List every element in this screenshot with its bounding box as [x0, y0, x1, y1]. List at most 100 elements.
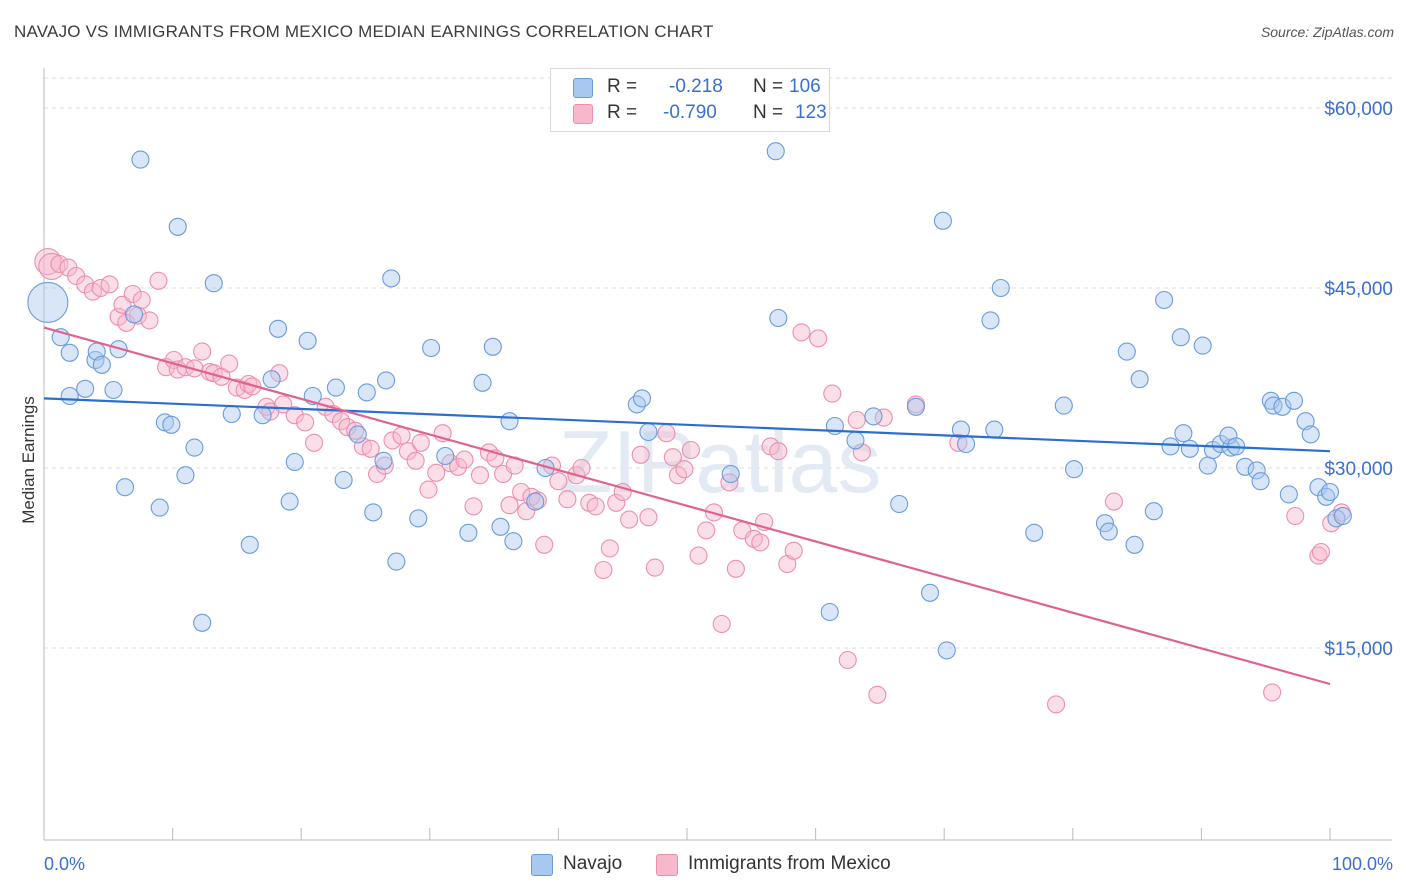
data-point-navajo — [491, 517, 510, 536]
data-point-mexico — [285, 406, 304, 425]
data-point-mexico — [149, 271, 168, 290]
data-point-navajo — [1125, 535, 1144, 554]
data-point-navajo — [348, 425, 367, 444]
y-tick-label: $45,000 — [1324, 279, 1393, 300]
data-point-navajo — [1155, 290, 1174, 310]
data-point-navajo — [1284, 391, 1304, 410]
data-point-mexico — [1104, 492, 1124, 511]
axes — [43, 68, 1392, 841]
data-point-navajo — [104, 380, 123, 400]
trend-line-mexico — [43, 326, 1331, 686]
data-point-navajo — [937, 641, 956, 660]
data-point-navajo — [92, 355, 111, 374]
data-point-navajo — [1095, 514, 1114, 533]
data-point-mexico — [383, 431, 402, 450]
trend-line-navajo — [43, 397, 1331, 453]
data-point-navajo — [1025, 523, 1044, 542]
data-point-navajo — [1193, 336, 1212, 355]
data-point-mexico — [823, 384, 842, 403]
data-point-mexico — [123, 284, 142, 304]
data-point-navajo — [1198, 456, 1217, 475]
data-point-navajo — [957, 434, 976, 454]
data-point-navajo — [387, 552, 406, 571]
data-point-navajo — [1171, 328, 1190, 347]
data-point-mexico — [535, 535, 554, 554]
r-value: -0.218 — [669, 76, 723, 97]
data-point-mexico — [549, 472, 568, 491]
data-point-mexico — [838, 650, 857, 670]
gridlines — [44, 77, 1392, 649]
navajo-swatch — [573, 78, 593, 98]
data-point-navajo — [1273, 397, 1292, 416]
navajo-swatch — [531, 854, 553, 876]
data-point-mexico — [411, 433, 430, 452]
data-point-navajo — [377, 371, 396, 390]
data-point-navajo — [409, 509, 428, 528]
data-point-mexico — [847, 410, 866, 430]
data-point-navajo — [473, 373, 492, 392]
data-point-navajo — [981, 311, 1000, 330]
data-point-mexico — [361, 439, 380, 458]
data-point-navajo — [1309, 478, 1328, 497]
n-value: 106 — [789, 76, 821, 97]
data-point-mexico — [792, 323, 811, 342]
x-tick-label: 100.0% — [1332, 854, 1393, 874]
data-point-mexico — [620, 510, 639, 529]
data-point-mexico — [392, 426, 411, 445]
data-point-mexico — [586, 497, 605, 516]
data-point-mexico — [675, 460, 694, 479]
data-point-mexico — [1311, 542, 1331, 562]
data-point-mexico — [406, 451, 425, 470]
correlation-legend: R = -0.218 N = 106 R = -0.790 N = 123 — [550, 68, 830, 132]
data-point-navajo — [951, 420, 970, 439]
data-point-mexico — [681, 440, 700, 460]
data-point-navajo — [933, 211, 952, 230]
mexico-swatch — [656, 854, 678, 876]
data-point-navajo — [382, 269, 401, 288]
data-point-navajo — [27, 281, 69, 323]
data-point-navajo — [193, 613, 212, 632]
data-point-mexico — [34, 248, 62, 276]
y-axis-label: Median Earnings — [19, 396, 38, 524]
data-point-mexico — [140, 311, 159, 330]
data-point-mexico — [455, 450, 474, 469]
data-point-mexico — [645, 558, 664, 577]
data-point-navajo — [280, 492, 299, 511]
data-point-navajo — [285, 452, 304, 472]
data-point-mexico — [512, 482, 531, 502]
data-point-navajo — [991, 278, 1010, 298]
data-point-navajo — [504, 532, 523, 551]
data-point-mexico — [594, 560, 613, 580]
data-point-navajo — [253, 406, 272, 425]
data-point-navajo — [1247, 461, 1266, 480]
data-point-navajo — [334, 470, 353, 490]
data-point-mexico — [220, 354, 239, 373]
data-point-navajo — [204, 274, 223, 293]
data-point-navajo — [357, 383, 376, 402]
data-point-navajo — [436, 446, 455, 466]
data-point-navajo — [627, 395, 646, 414]
data-point-mexico — [607, 493, 626, 512]
data-point-mexico — [296, 413, 315, 432]
data-point-mexico — [100, 275, 119, 294]
y-tick-label: $15,000 — [1324, 639, 1393, 660]
x-tick-label: 0.0% — [44, 854, 85, 874]
data-point-navajo — [1144, 502, 1163, 521]
data-point-navajo — [1054, 396, 1073, 415]
data-point-navajo — [1301, 425, 1320, 444]
data-point-navajo — [766, 142, 785, 161]
data-point-navajo — [1117, 342, 1136, 361]
r-label: R = — [607, 76, 638, 97]
data-point-navajo — [1174, 424, 1193, 443]
series-navajo — [27, 142, 1352, 660]
data-point-mexico — [500, 496, 519, 515]
data-point-navajo — [906, 397, 925, 416]
data-point-mexico — [464, 497, 483, 516]
data-point-navajo — [1099, 522, 1118, 541]
data-point-mexico — [76, 275, 95, 294]
y-tick-label: $30,000 — [1324, 459, 1393, 480]
data-point-navajo — [124, 305, 144, 324]
data-point-navajo — [364, 503, 383, 522]
data-point-mexico — [419, 480, 438, 499]
